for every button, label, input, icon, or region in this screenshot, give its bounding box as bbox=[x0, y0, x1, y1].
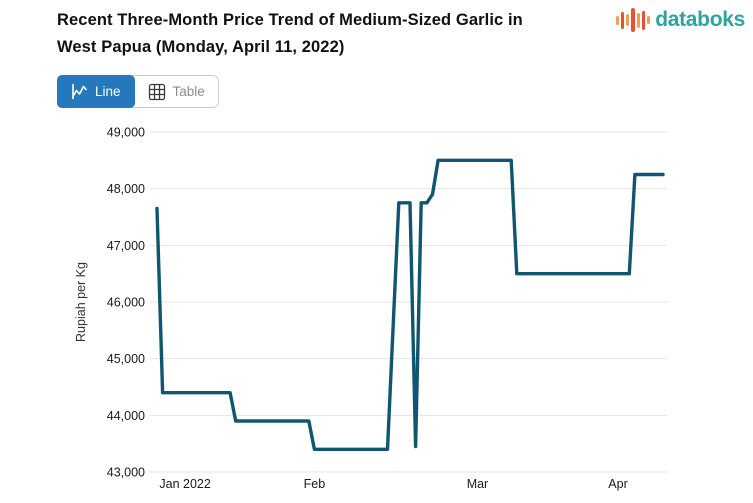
x-tick-label: Mar bbox=[467, 477, 489, 491]
logo-bar bbox=[626, 14, 630, 26]
y-tick-label: 43,000 bbox=[107, 466, 145, 480]
y-axis-title: Rupiah per Kg bbox=[74, 262, 88, 342]
chart-view-toggle: Line Table bbox=[57, 75, 219, 108]
table-view-button-label: Table bbox=[172, 84, 205, 99]
logo-bar bbox=[647, 16, 651, 24]
logo-bar bbox=[636, 12, 640, 28]
databoks-logo: databoks bbox=[615, 6, 745, 34]
table-view-button[interactable]: Table bbox=[135, 76, 218, 107]
price-trend-line[interactable] bbox=[155, 158, 665, 451]
logo-bar bbox=[621, 11, 625, 29]
databoks-logo-icon bbox=[615, 6, 651, 34]
line-view-button[interactable]: Line bbox=[57, 75, 135, 108]
y-tick-label: 45,000 bbox=[107, 352, 145, 366]
page-title-line-2: West Papua (Monday, April 11, 2022) bbox=[57, 37, 345, 56]
page-title: Recent Three-Month Price Trend of Medium… bbox=[57, 7, 632, 60]
x-tick-label: Feb bbox=[304, 477, 326, 491]
table-grid-icon bbox=[148, 83, 165, 100]
x-tick-label: Jan 2022 bbox=[159, 477, 210, 491]
y-tick-label: 44,000 bbox=[107, 409, 145, 423]
page-title-line-1: Recent Three-Month Price Trend of Medium… bbox=[57, 11, 523, 29]
databoks-logo-text: databoks bbox=[655, 8, 745, 31]
y-tick-label: 46,000 bbox=[107, 296, 145, 310]
logo-bar bbox=[631, 8, 635, 32]
y-tick-label: 48,000 bbox=[107, 182, 145, 196]
logo-bar bbox=[641, 10, 646, 30]
line-chart: 49,000 48,000 47,000 46,000 45,000 44,000 43,0… bbox=[0, 115, 753, 498]
line-view-button-label: Line bbox=[95, 84, 121, 99]
x-tick-label: Apr bbox=[608, 477, 627, 491]
y-tick-label: 47,000 bbox=[107, 239, 145, 253]
line-chart-icon bbox=[72, 83, 87, 100]
logo-bar bbox=[615, 15, 620, 25]
y-tick-label: 49,000 bbox=[107, 126, 145, 140]
